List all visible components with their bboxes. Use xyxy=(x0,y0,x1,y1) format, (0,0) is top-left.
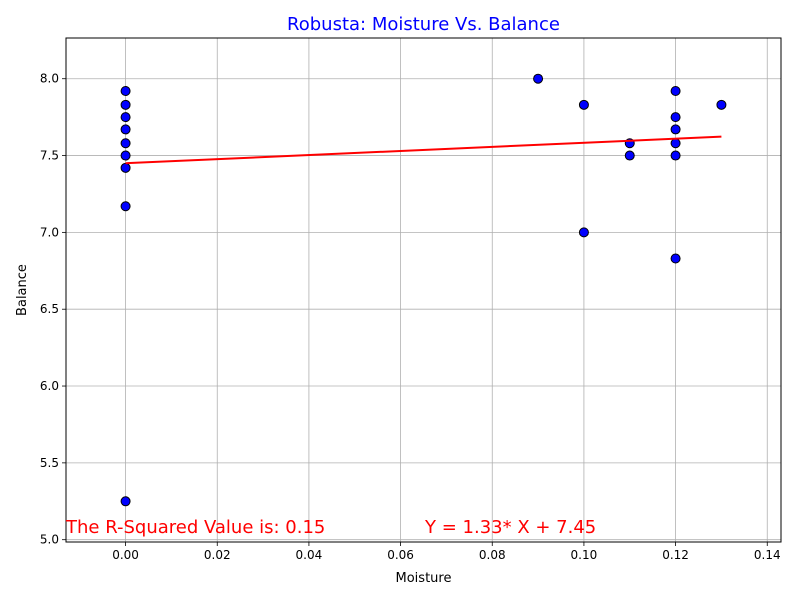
y-tick-label: 6.0 xyxy=(40,379,59,393)
grid xyxy=(66,38,781,542)
data-point xyxy=(670,112,681,123)
data-point xyxy=(670,138,681,149)
data-point xyxy=(120,201,131,212)
data-point xyxy=(120,86,131,97)
y-tick-label: 6.5 xyxy=(40,302,59,316)
data-point xyxy=(533,73,544,84)
data-point xyxy=(578,99,589,110)
x-tick-label: 0.12 xyxy=(662,548,689,562)
y-axis-label: Balance xyxy=(15,264,30,316)
ticks: 0.00 0.02 0.04 0.06 0.08 0.10 0.12 0.14 5.0 5.5 6.… xyxy=(40,72,781,562)
data-point xyxy=(120,138,131,149)
x-tick-label: 0.14 xyxy=(754,548,781,562)
equation-annotation: Y = 1.33* X + 7.45 xyxy=(424,517,596,538)
r-squared-annotation: The R-Squared Value is: 0.15 xyxy=(65,517,325,538)
data-point xyxy=(670,86,681,97)
data-point xyxy=(120,150,131,161)
regression-layer xyxy=(125,135,722,165)
y-tick-label: 5.5 xyxy=(40,456,59,470)
x-tick-label: 0.04 xyxy=(296,548,323,562)
data-point xyxy=(120,162,131,173)
x-axis-label: Moisture xyxy=(396,571,452,586)
x-tick-label: 0.02 xyxy=(204,548,231,562)
data-point xyxy=(670,150,681,161)
x-tick-label: 0.06 xyxy=(387,548,414,562)
y-tick-label: 7.5 xyxy=(40,149,59,163)
data-point xyxy=(120,112,131,123)
data-point xyxy=(670,124,681,135)
data-point xyxy=(624,150,635,161)
data-point xyxy=(578,227,589,238)
data-point xyxy=(120,496,131,507)
regression-line xyxy=(125,135,722,165)
y-tick-label: 5.0 xyxy=(40,533,59,547)
plot-frame xyxy=(65,37,782,543)
x-tick-label: 0.10 xyxy=(571,548,598,562)
chart-title: Robusta: Moisture Vs. Balance xyxy=(287,14,560,35)
x-tick-label: 0.08 xyxy=(479,548,506,562)
data-point xyxy=(716,99,727,110)
y-tick-label: 8.0 xyxy=(40,72,59,86)
x-tick-label: 0.00 xyxy=(112,548,139,562)
data-point xyxy=(120,99,131,110)
data-point xyxy=(670,253,681,264)
data-point xyxy=(120,124,131,135)
y-tick-label: 7.0 xyxy=(40,225,59,239)
